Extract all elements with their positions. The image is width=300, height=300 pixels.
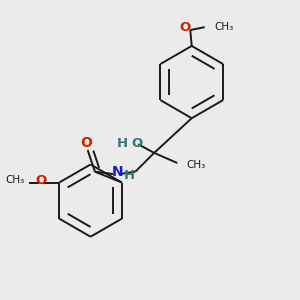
Text: N: N [112, 165, 124, 179]
Text: CH₃: CH₃ [5, 175, 25, 185]
Text: O: O [80, 136, 92, 150]
Text: O: O [36, 174, 47, 187]
Text: O: O [179, 21, 191, 34]
Text: CH₃: CH₃ [186, 160, 205, 170]
Text: O: O [131, 137, 142, 150]
Text: H: H [124, 169, 135, 182]
Text: CH₃: CH₃ [215, 22, 234, 32]
Text: H: H [117, 137, 128, 150]
